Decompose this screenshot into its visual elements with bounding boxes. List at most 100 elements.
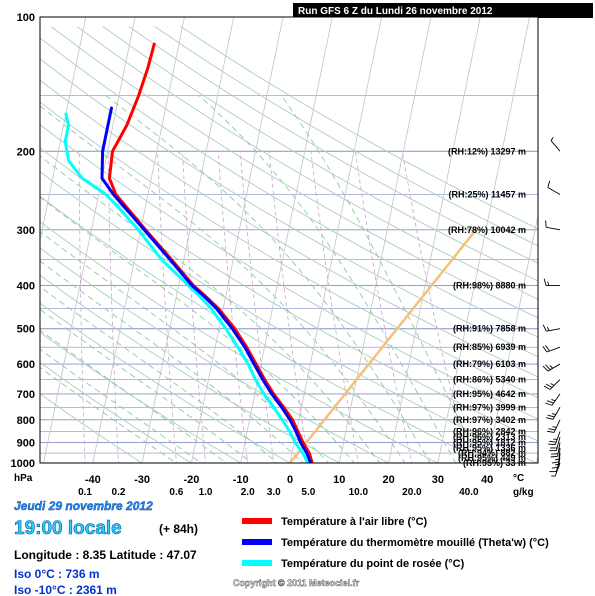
wind-barb-feather	[547, 430, 555, 433]
wind-barb-feather	[548, 428, 556, 431]
dry-adiabat	[40, 101, 538, 399]
wind-barb-feather	[545, 345, 550, 352]
temperature-unit: °C	[513, 473, 524, 484]
temperature-tick-label: 40	[481, 474, 493, 486]
wind-barb-staff	[546, 346, 561, 353]
run-header-bar	[293, 3, 593, 18]
wind-barb-staff	[550, 140, 561, 152]
pressure-axis: 100 200 300 400 500 600 700 800 900 1000	[11, 12, 35, 470]
moist-adiabat	[198, 95, 457, 463]
level-label: (RH:86%) 5340 m	[453, 375, 526, 385]
dry-adiabat	[40, 361, 193, 463]
wind-barb-feather	[542, 324, 547, 332]
moist-adiabat	[280, 95, 482, 463]
wind-barb-feather	[547, 414, 555, 418]
mixing-ratio-tick-label: 2.0	[241, 487, 255, 498]
moist-adiabat	[40, 329, 228, 463]
profiles-layer	[63, 42, 314, 463]
mixing-ratio-line	[78, 151, 86, 463]
wet-bulb-profile	[100, 106, 313, 463]
level-label: (RH:78%) 10042 m	[448, 225, 526, 235]
wind-barb-staff	[553, 419, 561, 433]
wind-barb-feather	[545, 220, 547, 228]
wind-barb-feather	[546, 400, 554, 404]
dry-adiabat	[40, 247, 390, 463]
iso-zero: Iso 0°C : 736 m	[14, 567, 100, 581]
legend-label-dewpoint: Température du point de rosée (°C)	[281, 558, 465, 570]
wind-barb-feather	[545, 383, 553, 388]
wind-barb-staff	[549, 379, 561, 390]
level-label: (RH:94%) 882 m	[458, 448, 526, 458]
wind-barb-feather	[546, 326, 550, 331]
wind-barb-staff	[551, 393, 561, 406]
level-label: (RH:95%) 4642 m	[453, 389, 526, 399]
isotherm-line	[289, 17, 383, 463]
run-title: Run GFS 6 Z du Lundi 26 novembre 2012	[298, 6, 493, 17]
dry-adiabat	[180, 26, 538, 230]
moist-adiabat	[40, 308, 253, 463]
level-label: (RH:96%) 2842 m	[453, 427, 526, 437]
isotherm-line	[43, 17, 136, 463]
dry-adiabat	[76, 26, 538, 300]
wind-barb-feather	[545, 364, 551, 370]
isotherm-line	[388, 17, 481, 463]
level-label: (RH:98%) 8880 m	[453, 281, 526, 291]
mixing-ratio-tick-label: 0.1	[78, 487, 92, 498]
plot-frame	[39, 16, 539, 464]
legend: Température à l'air libre (°C) Températu…	[242, 516, 549, 570]
mixing-ratio-tick-label: 0.6	[169, 487, 183, 498]
level-label: (RH:79%) 6103 m	[453, 359, 526, 369]
wind-barb-feather	[543, 385, 551, 390]
level-label: (RH:85%) 6939 m	[453, 342, 526, 352]
wind-barb-feather	[551, 466, 559, 469]
pressure-tick-label: 900	[17, 438, 35, 450]
wind-barb-feather	[550, 383, 555, 386]
mixing-ratio-line	[355, 151, 413, 463]
level-label: (RH:91%) 7858 m	[453, 324, 526, 334]
mixing-ratio-tick-label: 20.0	[402, 487, 422, 498]
pressure-tick-label: 100	[17, 12, 35, 24]
mixing-ratio-line	[107, 151, 119, 463]
dry-adiabat	[128, 26, 538, 264]
wind-barb-feather	[555, 463, 560, 466]
wind-barb-feather	[551, 453, 559, 455]
moist-adiabat	[40, 196, 355, 463]
dry-adiabat	[40, 393, 143, 463]
wind-barb-feather	[549, 440, 557, 443]
dry-adiabat	[40, 37, 538, 338]
wind-barb-feather	[551, 413, 556, 415]
mixing-ratio-tick-label: 0.2	[112, 487, 126, 498]
legend-swatch-wet-bulb	[242, 539, 272, 545]
wind-barb-feather	[555, 458, 560, 461]
temperature-tick-label: -30	[134, 474, 150, 486]
moist-adiabat	[105, 95, 431, 463]
dry-adiabat	[40, 171, 538, 463]
wind-barb-staff	[558, 447, 561, 462]
temperature-tick-label: 0	[287, 474, 293, 486]
pressure-tick-label: 600	[17, 359, 35, 371]
mixing-ratio-line	[310, 151, 359, 463]
forecast-time: 19:00 locale	[14, 518, 122, 539]
dry-adiabat	[40, 302, 291, 463]
dry-adiabat	[40, 79, 538, 378]
wind-barb-staff	[546, 226, 561, 231]
lead-time: (+ 84h)	[159, 522, 198, 536]
wind-barb-staff	[555, 437, 561, 451]
wind-barb-feather	[546, 417, 554, 420]
iso-minus-ten: Iso -10°C : 2361 m	[14, 583, 117, 596]
wind-barb-feather	[551, 461, 559, 464]
wind-barb-staff	[554, 431, 561, 445]
mixing-ratio-unit: g/kg	[513, 487, 534, 498]
pressure-tick-label: 200	[17, 146, 35, 158]
legend-swatch-dewpoint	[242, 560, 272, 566]
pressure-tick-label: 300	[17, 225, 35, 237]
temperature-tick-label: 20	[382, 474, 394, 486]
mixing-ratio-tick-label: 10.0	[349, 487, 369, 498]
moist-adiabat	[40, 260, 304, 463]
wind-barb-feather	[542, 365, 549, 372]
grid-layer	[40, 17, 538, 463]
dry-adiabat	[154, 26, 538, 247]
wind-barb-feather	[552, 426, 557, 428]
pressure-tick-label: 400	[17, 281, 35, 293]
